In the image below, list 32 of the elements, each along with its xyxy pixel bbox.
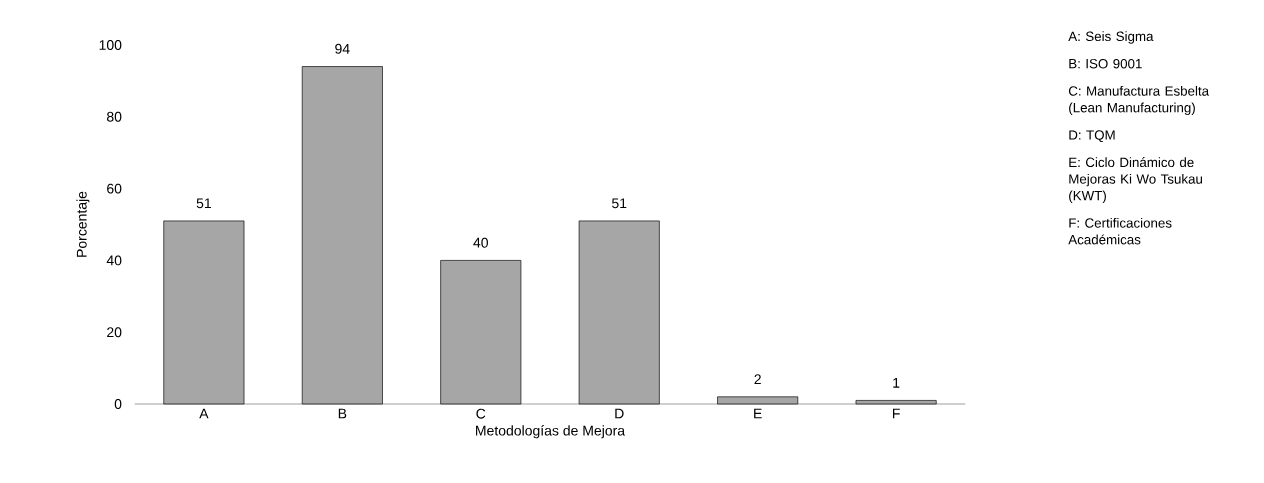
bar [717, 396, 799, 405]
x-tick-label: F [892, 408, 900, 419]
data-label: 51 [612, 198, 627, 209]
y-tick-label: 80 [106, 111, 122, 122]
text: F: Certificaciones Académicas [1068, 217, 1172, 245]
y-tick-label: 40 [106, 255, 122, 266]
text: D: TQM [1069, 130, 1115, 143]
y-tick-label: 0 [114, 399, 122, 409]
bar [855, 400, 937, 405]
bar [301, 66, 383, 405]
x-tick-label: E [754, 408, 762, 419]
y-axis-title: Porcentaje [76, 191, 90, 257]
bar [163, 220, 245, 405]
data-label: 94 [335, 43, 350, 54]
x-tick-label: C [476, 408, 486, 419]
y-tick-label: 20 [107, 327, 122, 338]
x-tick-label: A [199, 408, 209, 419]
data-label: 51 [196, 198, 211, 209]
bar [440, 260, 522, 405]
x-tick-label: B [338, 408, 347, 419]
x-axis-title: Metodologías de Mejora [476, 425, 626, 439]
data-label: 2 [754, 374, 761, 385]
text: C: Manufactura Esbelta (Lean Manufacturing) [1068, 85, 1210, 116]
text: B: ISO 9001 [1069, 58, 1142, 69]
text: E: Ciclo Dinámico de Mejoras Ki Wo Tsukau (KWT) [1069, 157, 1202, 204]
y-tick-label: 100 [99, 40, 122, 50]
text: A: Seis Sigma [1068, 31, 1154, 44]
data-label: 1 [893, 378, 900, 388]
data-label: 40 [473, 237, 489, 248]
x-tick-label: D [615, 408, 624, 419]
bar [578, 220, 660, 405]
y-tick-label: 60 [107, 183, 122, 194]
